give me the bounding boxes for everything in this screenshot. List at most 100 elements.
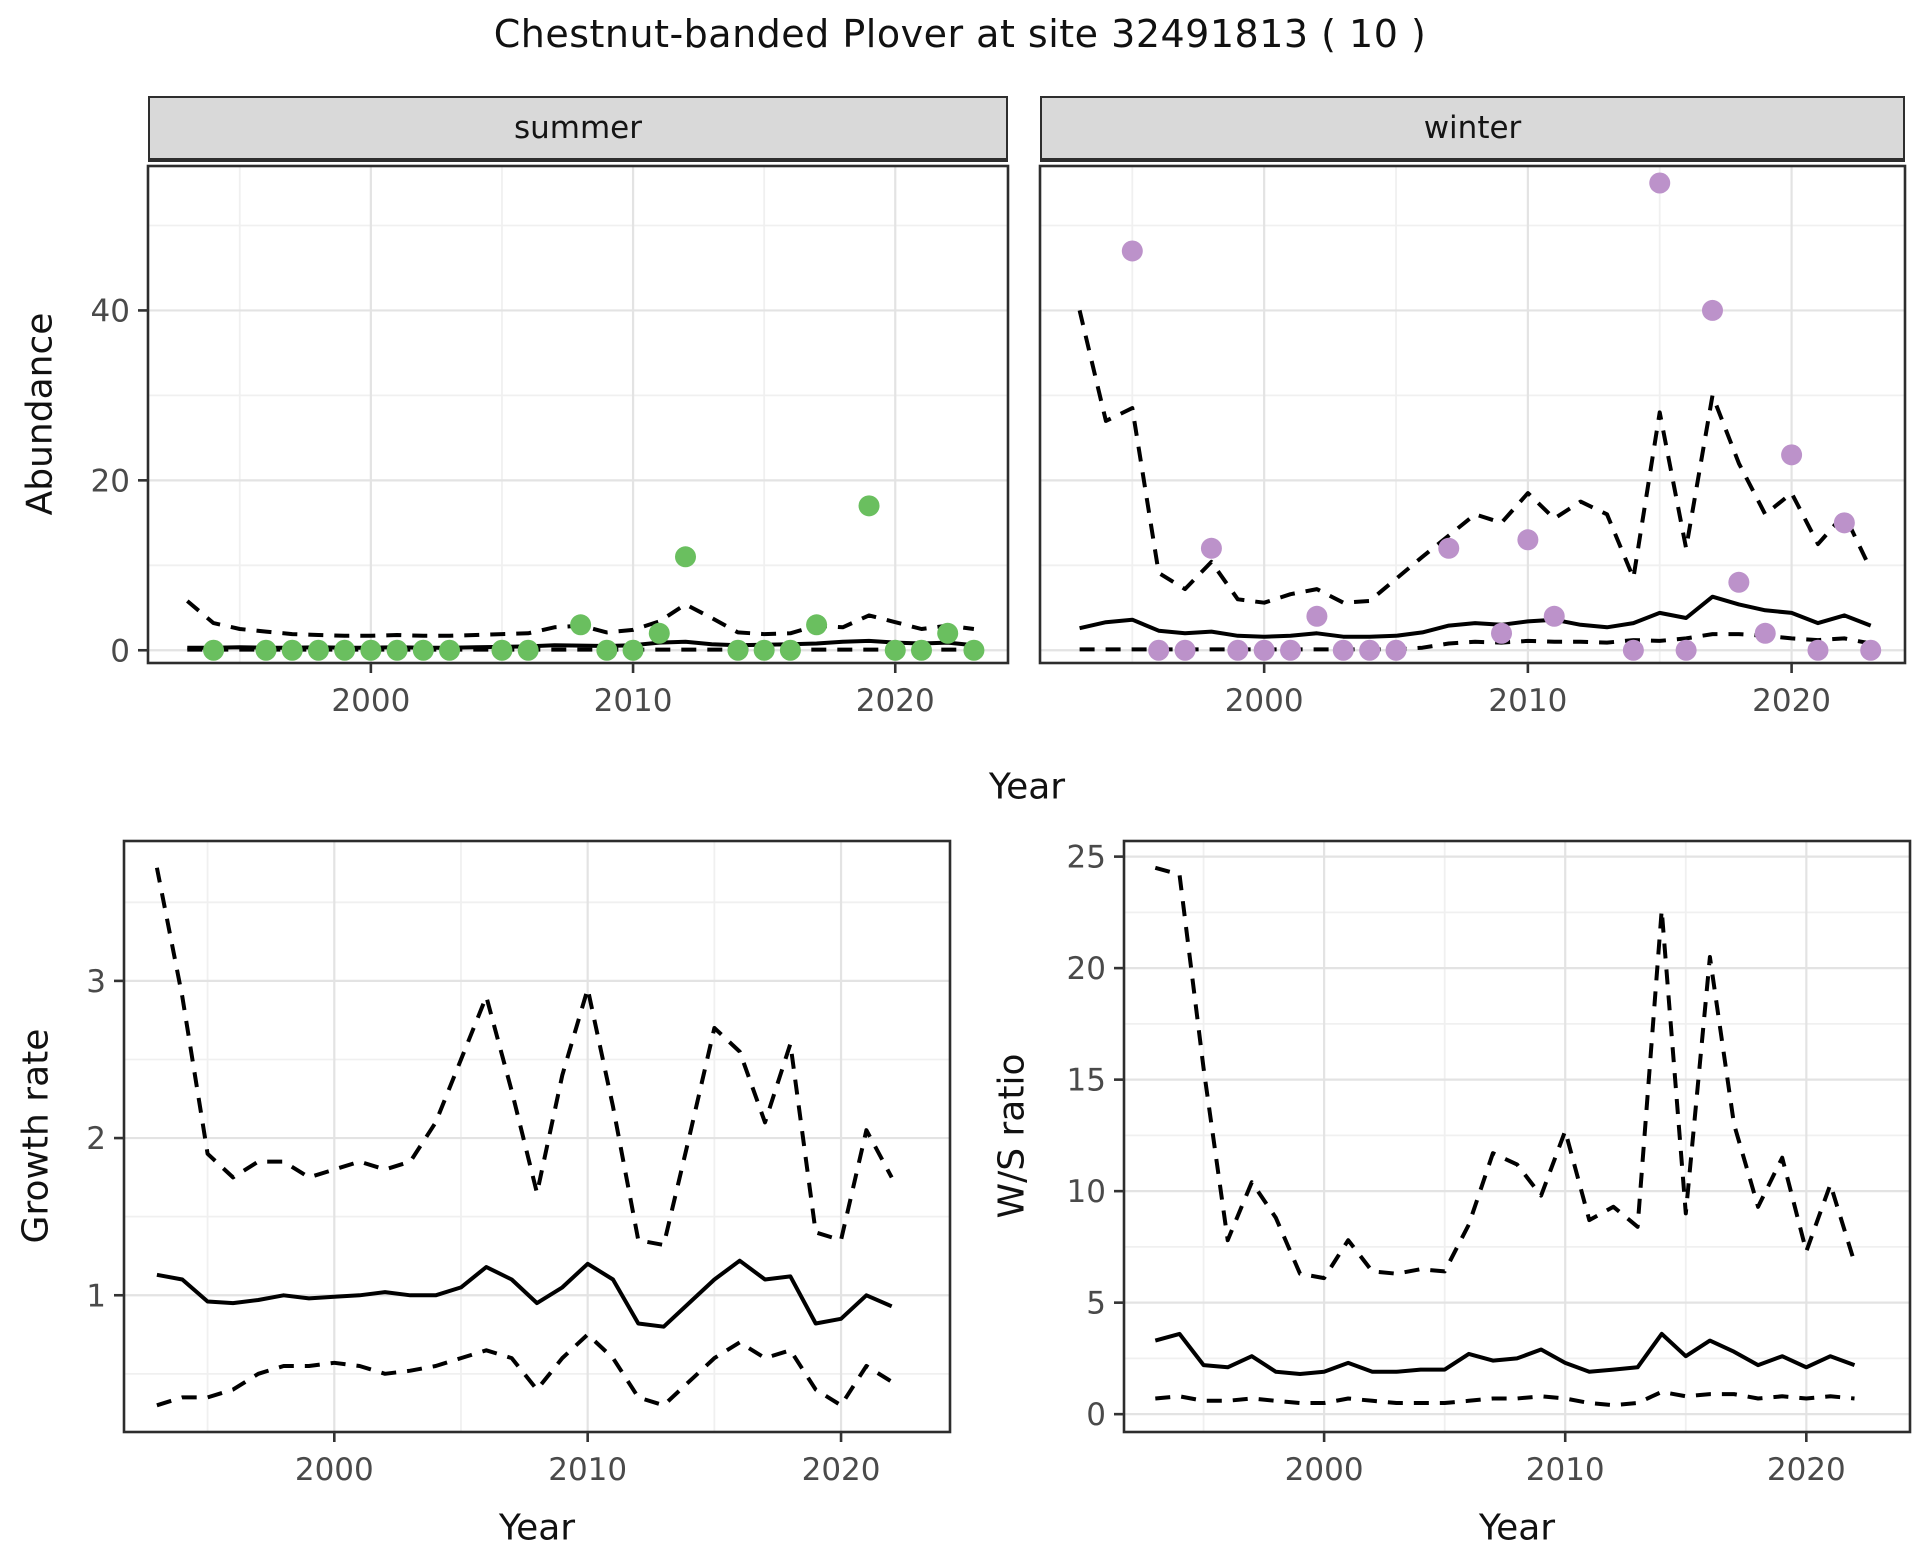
y-tick-label: 15 — [1067, 1063, 1106, 1099]
data-point — [753, 639, 775, 661]
facet-strip-summer: summer — [148, 96, 1008, 162]
y-tick-label: 1 — [86, 1278, 106, 1314]
data-point — [1359, 639, 1381, 661]
upper-ci-line — [1154, 865, 1857, 1281]
data-point — [910, 639, 932, 661]
upper-ci-line — [1077, 309, 1873, 605]
median-line — [1079, 594, 1872, 639]
data-point — [1833, 512, 1855, 534]
x-tick-label: 2000 — [331, 683, 410, 719]
data-point — [806, 614, 828, 636]
panel-abundance-winter: 2000 2010 2020 — [1038, 164, 1907, 719]
panel-border — [1038, 164, 1907, 665]
median-line — [1154, 1331, 1856, 1376]
data-point — [412, 639, 434, 661]
y-tick-label: 5 — [1086, 1286, 1106, 1322]
x-tick-label: 2000 — [1285, 1452, 1364, 1488]
y-tick-label: 10 — [1067, 1174, 1106, 1210]
panel-abundance-summer: 2000 2010 2020 0 20 40 — [91, 164, 1010, 719]
data-point — [622, 639, 644, 661]
data-point — [1728, 571, 1750, 593]
data-point — [439, 639, 461, 661]
panel-border — [146, 164, 1010, 665]
y-axis-title-abundance: Abundance — [19, 312, 61, 516]
data-point — [1148, 639, 1170, 661]
panel-border — [1122, 839, 1912, 1434]
data-point — [255, 639, 277, 661]
data-point — [884, 639, 906, 661]
data-point — [491, 639, 513, 661]
panel-border — [122, 839, 952, 1434]
facet-strip-winter: winter — [1040, 96, 1905, 162]
y-tick-label: 20 — [1067, 951, 1106, 987]
panel-background — [124, 841, 950, 1432]
facet-strip-winter-label: winter — [1423, 110, 1522, 146]
data-point — [281, 639, 303, 661]
data-point — [360, 639, 382, 661]
median-line — [156, 1258, 893, 1329]
data-point — [1860, 639, 1882, 661]
x-axis-title-year-bottom-left: Year — [498, 1507, 576, 1549]
y-tick-label: 40 — [91, 293, 130, 329]
y-tick-label: 20 — [91, 463, 130, 499]
x-tick-label: 2010 — [548, 1452, 627, 1488]
y-axis-title-growth-rate: Growth rate — [15, 1028, 57, 1244]
y-tick-label: 3 — [86, 964, 106, 1000]
x-tick-label: 2020 — [802, 1452, 881, 1488]
data-point — [1701, 299, 1723, 321]
data-point — [1280, 639, 1302, 661]
facet-strip-summer-label: summer — [513, 110, 642, 146]
x-tick-label: 2020 — [1752, 683, 1831, 719]
panel-background — [148, 166, 1008, 663]
data-point — [1121, 240, 1143, 262]
data-point — [937, 622, 959, 644]
data-point — [1227, 639, 1249, 661]
data-point — [675, 546, 696, 568]
data-point — [1306, 605, 1328, 627]
lower-ci-line — [1079, 632, 1872, 652]
data-point — [1332, 639, 1354, 661]
data-point — [727, 639, 749, 661]
x-tick-label: 2020 — [1767, 1452, 1846, 1488]
data-point — [1622, 639, 1644, 661]
data-point — [1200, 537, 1222, 559]
data-point — [386, 639, 408, 661]
x-tick-label: 2010 — [1526, 1452, 1605, 1488]
data-point — [963, 639, 985, 661]
data-point — [1675, 639, 1697, 661]
lower-ci-line — [1155, 1389, 1855, 1408]
data-point — [1438, 537, 1460, 559]
data-point — [1253, 639, 1275, 661]
data-point — [1754, 622, 1776, 644]
data-point — [1807, 639, 1829, 661]
data-point — [307, 639, 329, 661]
upper-ci-line — [154, 867, 894, 1247]
chart-title: Chestnut-banded Plover at site 32491813 … — [493, 12, 1427, 56]
panel-background — [1124, 841, 1910, 1432]
x-tick-label: 2020 — [856, 683, 935, 719]
x-axis-title-year-top: Year — [988, 766, 1066, 808]
data-point — [1174, 639, 1196, 661]
data-point — [1491, 622, 1513, 644]
panel-growth-rate: 2000 2010 2020 1 2 3 — [86, 839, 952, 1488]
data-point — [334, 639, 356, 661]
data-point — [1649, 172, 1671, 194]
panel-background — [1040, 166, 1905, 663]
panel-ws-ratio: 2000 2010 2020 0 5 10 15 20 25 — [1067, 839, 1912, 1488]
data-point — [596, 639, 618, 661]
x-tick-label: 2000 — [1225, 683, 1304, 719]
data-point — [779, 639, 801, 661]
y-tick-label: 0 — [1086, 1397, 1106, 1433]
data-point — [517, 639, 539, 661]
x-tick-label: 2010 — [1488, 683, 1567, 719]
y-tick-label: 2 — [86, 1121, 106, 1157]
data-point — [1517, 529, 1539, 551]
y-axis-title-ws-ratio: W/S ratio — [991, 1053, 1033, 1219]
lower-ci-line — [156, 1332, 893, 1408]
data-point — [203, 639, 225, 661]
data-point — [1781, 444, 1803, 466]
data-point — [648, 622, 670, 644]
x-tick-label: 2000 — [295, 1452, 374, 1488]
